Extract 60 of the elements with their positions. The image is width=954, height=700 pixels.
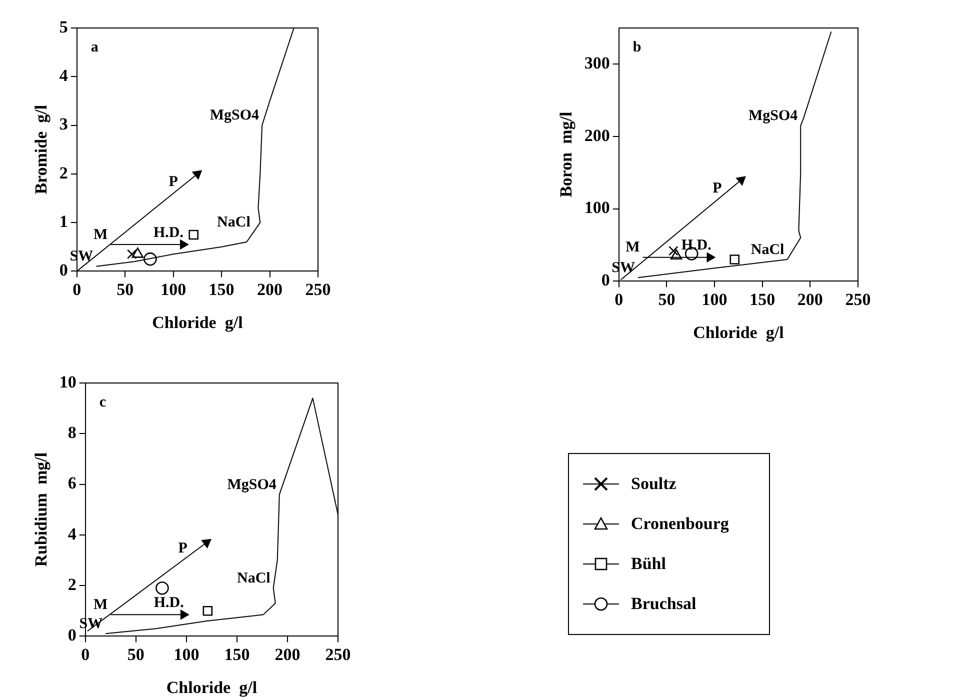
y-tick-label: 4 [68, 524, 77, 544]
y-axis-title: Rubidium mg/l [32, 452, 51, 567]
series-label: H.D. [154, 224, 184, 241]
x-axis-title: Chloride g/l [152, 313, 244, 332]
y-tick-label: 2 [59, 163, 68, 182]
series-label: H.D. [681, 238, 712, 254]
x-tick-label: 0 [614, 290, 624, 309]
x-tick-label: 50 [658, 290, 676, 309]
x-axis-title: Chloride g/l [693, 323, 784, 342]
y-axis-title: Boron mg/l [556, 112, 576, 198]
series-label: P [178, 540, 188, 557]
y-tick-label: 100 [584, 198, 610, 218]
x-tick-label: 250 [325, 644, 351, 664]
annotation: b [632, 39, 642, 56]
x-tick-label: 200 [257, 280, 283, 299]
y-tick-label: 2 [68, 574, 76, 594]
x-tick-label: 250 [305, 280, 331, 299]
annotation: M [93, 597, 108, 614]
y-tick-label: 1 [59, 212, 68, 231]
x-tick-label: 200 [797, 290, 823, 309]
y-tick-label: 0 [59, 260, 68, 280]
annotation: MgSO4 [227, 476, 277, 493]
y-tick-label: 6 [68, 474, 76, 493]
x-tick-label: 100 [702, 290, 728, 309]
x-tick-label: 50 [127, 644, 144, 664]
legend-label: Bühl [631, 554, 666, 574]
legend-label: Cronenbourg [631, 514, 729, 534]
x-tick-label: 150 [224, 644, 250, 664]
series-label: H.D. [154, 595, 184, 612]
x-tick-label: 100 [160, 280, 186, 299]
x-tick-label: 200 [274, 644, 300, 664]
legend-label: Bruchsal [631, 594, 696, 614]
annotation: M [93, 226, 108, 243]
annotation: NaCl [217, 214, 250, 231]
y-tick-label: 200 [584, 126, 610, 145]
y-tick-label: 3 [59, 114, 68, 134]
x-tick-label: 250 [845, 290, 871, 309]
x-tick-label: 50 [116, 280, 134, 299]
annotation: NaCl [236, 570, 270, 586]
y-tick-label: 0 [68, 626, 76, 645]
annotation: M [626, 240, 640, 256]
y-tick-label: 4 [59, 66, 68, 86]
series-label: P [168, 174, 178, 190]
x-tick-label: 150 [208, 280, 234, 299]
series-label: P [712, 180, 722, 196]
annotation: MgSO4 [210, 108, 260, 124]
annotation: NaCl [750, 242, 784, 258]
annotation: MgSO4 [748, 108, 798, 124]
x-axis-title: Chloride g/l [166, 678, 258, 698]
legend-label: Soultz [631, 474, 676, 494]
x-tick-label: 0 [81, 644, 90, 664]
x-tick-label: 100 [174, 644, 200, 664]
x-tick-label: 150 [750, 290, 776, 309]
y-tick-label: 8 [68, 423, 76, 442]
y-axis-title: Bromide g/l [32, 104, 51, 194]
y-tick-label: 5 [59, 17, 68, 36]
annotation: a [90, 39, 99, 56]
y-tick-label: 300 [584, 54, 610, 73]
y-tick-label: 10 [59, 372, 76, 392]
annotation: c [99, 394, 106, 410]
